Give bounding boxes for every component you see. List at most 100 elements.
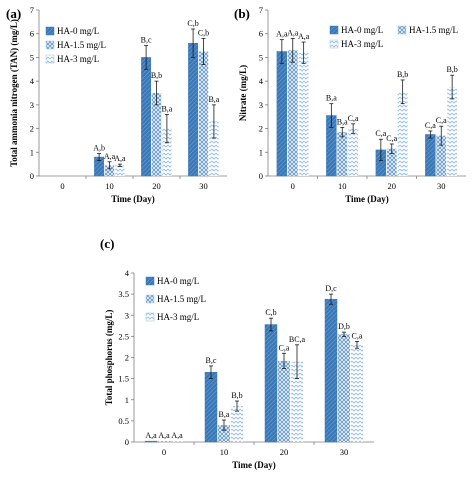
legend-label: HA-1.5 mg/L: [157, 294, 206, 304]
data-label: A,a: [114, 154, 126, 163]
y-tick-label: 3: [125, 310, 129, 320]
legend-swatch: [145, 294, 155, 304]
data-label: B,b: [446, 65, 457, 74]
legend-label: HA-3 mg/L: [57, 54, 99, 64]
bar-ha-0-mg-l-0: [276, 51, 288, 177]
y-tick-label: 6: [259, 29, 263, 39]
y-tick-label: 1.5: [118, 374, 129, 384]
y-tick-label: 2.5: [118, 331, 129, 341]
bar-ha-1-5-mg-l-20: [278, 360, 290, 442]
data-label: C,b: [265, 308, 276, 317]
data-label: A,a: [145, 431, 157, 440]
data-label: B,b: [151, 71, 162, 80]
y-tick-label: 4: [125, 268, 130, 278]
data-label: D,c: [325, 284, 337, 293]
y-tick-label: 0: [125, 437, 129, 447]
data-label: C,a: [279, 343, 290, 352]
data-label: B,c: [206, 356, 217, 365]
x-tick-label: 20: [280, 447, 289, 457]
panel-letter: (c): [100, 236, 114, 251]
x-tick-label: 10: [338, 181, 347, 191]
data-label: C,b: [187, 19, 198, 28]
y-tick-label: 3: [259, 100, 263, 110]
data-label: A,a: [171, 431, 183, 440]
y-axis-title: Nitrate (mg/L): [238, 65, 248, 121]
bar-ha-3-mg-l-0: [298, 52, 309, 176]
y-tick-label: 2: [259, 124, 263, 134]
y-tick-label: 0: [30, 171, 34, 181]
data-label: C,a: [386, 134, 397, 143]
data-label: B,a: [219, 410, 230, 419]
x-tick-label: 10: [220, 447, 229, 457]
legend-swatch: [329, 39, 339, 49]
bar-ha-0-mg-l-20: [264, 324, 278, 443]
y-tick-label: 3.5: [118, 289, 129, 299]
data-label: C,a: [375, 129, 386, 138]
y-tick-label: 5: [30, 52, 34, 62]
y-tick-label: 0.5: [118, 416, 129, 426]
y-tick-label: 3: [30, 100, 34, 110]
legend-label: HA-1.5 mg/L: [409, 25, 458, 35]
legend-swatch: [45, 54, 55, 64]
bar-ha-3-mg-l-10: [231, 406, 243, 442]
bar-ha-1-5-mg-l-10: [337, 132, 348, 176]
data-label: D,b: [338, 322, 350, 331]
bar-ha-1-5-mg-l-10: [104, 165, 115, 176]
y-tick-label: 1: [30, 147, 34, 157]
bar-ha-3-mg-l-10: [348, 128, 359, 176]
y-axis-title: Total phosphorus (mg/L): [104, 310, 114, 406]
bar-ha-1-5-mg-l-20: [151, 93, 162, 176]
x-axis-title: Time (Day): [111, 194, 155, 204]
y-tick-label: 4: [30, 76, 35, 86]
x-tick-label: 30: [437, 181, 446, 191]
legend-swatch: [145, 276, 155, 286]
data-label: C,b: [198, 28, 209, 37]
x-axis-title: Time (Day): [345, 194, 389, 204]
bar-ha-3-mg-l-30: [351, 344, 363, 442]
legend-swatch: [145, 312, 155, 322]
legend-label: HA-0 mg/L: [157, 276, 199, 286]
bar-ha-1-5-mg-l-30: [198, 51, 209, 176]
bar-ha-0-mg-l-30: [425, 134, 436, 177]
bar-ha-1-5-mg-l-0: [287, 50, 298, 176]
bar-ha-0-mg-l-20: [141, 57, 152, 177]
legend-label: HA-1.5 mg/L: [57, 40, 106, 50]
bar-ha-3-mg-l-20: [291, 361, 303, 442]
data-label: A,a: [298, 32, 310, 41]
bar-ha-3-mg-l-30: [209, 121, 219, 176]
y-axis-title: Total ammonia nitrogen (TAN) (mg/L): [9, 19, 19, 167]
data-label: BC,a: [289, 335, 306, 344]
data-label: A,a: [104, 152, 116, 161]
data-label: A,a: [276, 30, 288, 39]
y-tick-label: 0: [259, 171, 263, 181]
bar-ha-3-mg-l-20: [397, 91, 408, 176]
panel-letter: (b): [234, 6, 250, 21]
bar-ha-3-mg-l-0: [171, 441, 183, 442]
bar-ha-0-mg-l-30: [324, 298, 338, 443]
data-label: A,a: [158, 431, 170, 440]
y-tick-label: 7: [259, 5, 263, 15]
legend-swatch: [329, 25, 339, 35]
bar-ha-0-mg-l-30: [188, 42, 199, 177]
legend-swatch: [397, 25, 407, 35]
legend-swatch: [45, 26, 55, 36]
y-tick-label: 1: [259, 147, 263, 157]
data-label: B,a: [326, 94, 337, 103]
data-label: B,a: [208, 95, 219, 104]
x-tick-label: 20: [152, 181, 161, 191]
data-label: C,a: [425, 121, 436, 130]
bar-ha-0-mg-l-10: [204, 372, 218, 443]
bar-ha-1-5-mg-l-0: [158, 441, 170, 442]
bar-ha-1-5-mg-l-10: [218, 425, 230, 442]
data-label: C,a: [436, 116, 447, 125]
x-tick-label: 20: [388, 181, 397, 191]
x-tick-label: 30: [199, 181, 208, 191]
data-label: A,a: [287, 28, 299, 37]
y-tick-label: 5: [259, 52, 263, 62]
panel-letter: (a): [6, 6, 21, 21]
x-tick-label: 10: [105, 181, 114, 191]
y-tick-label: 6: [30, 29, 34, 39]
bar-ha-1-5-mg-l-30: [436, 135, 447, 176]
